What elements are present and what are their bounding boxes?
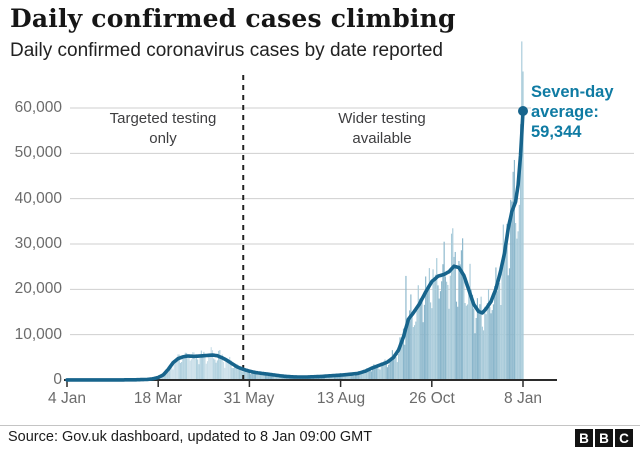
y-axis-label: 0: [53, 371, 62, 388]
y-axis-label: 20,000: [14, 280, 62, 297]
bbc-logo-block: B: [575, 429, 593, 447]
y-axis-label: 50,000: [14, 144, 62, 161]
x-axis-label: 18 Mar: [133, 390, 183, 407]
y-axis-label: 60,000: [14, 99, 62, 116]
source-text: Source: Gov.uk dashboard, updated to 8 J…: [8, 429, 373, 445]
seven-day-average-label: Seven-day average: 59,344: [531, 82, 637, 142]
annotation-targeted-testing: Targeted testing only: [109, 110, 217, 147]
x-axis-label: 31 May: [223, 390, 275, 407]
footer-divider: [0, 425, 640, 426]
bbc-logo-block: C: [615, 429, 633, 447]
bbc-logo-block: B: [595, 429, 613, 447]
x-axis-label: 13 Aug: [316, 390, 366, 407]
y-axis-label: 40,000: [14, 190, 62, 207]
chart-title: Daily confirmed cases climbing: [10, 4, 456, 33]
chart-subtitle: Daily confirmed coronavirus cases by dat…: [10, 40, 443, 61]
y-axis-label: 10,000: [14, 326, 62, 343]
x-axis-label: 4 Jan: [48, 390, 86, 407]
bbc-logo: B B C: [575, 429, 633, 447]
x-axis-label: 26 Oct: [409, 390, 455, 407]
y-axis-label: 30,000: [14, 235, 62, 252]
annotation-wider-testing: Wider testing available: [338, 110, 426, 147]
x-axis-label: 8 Jan: [504, 390, 542, 407]
